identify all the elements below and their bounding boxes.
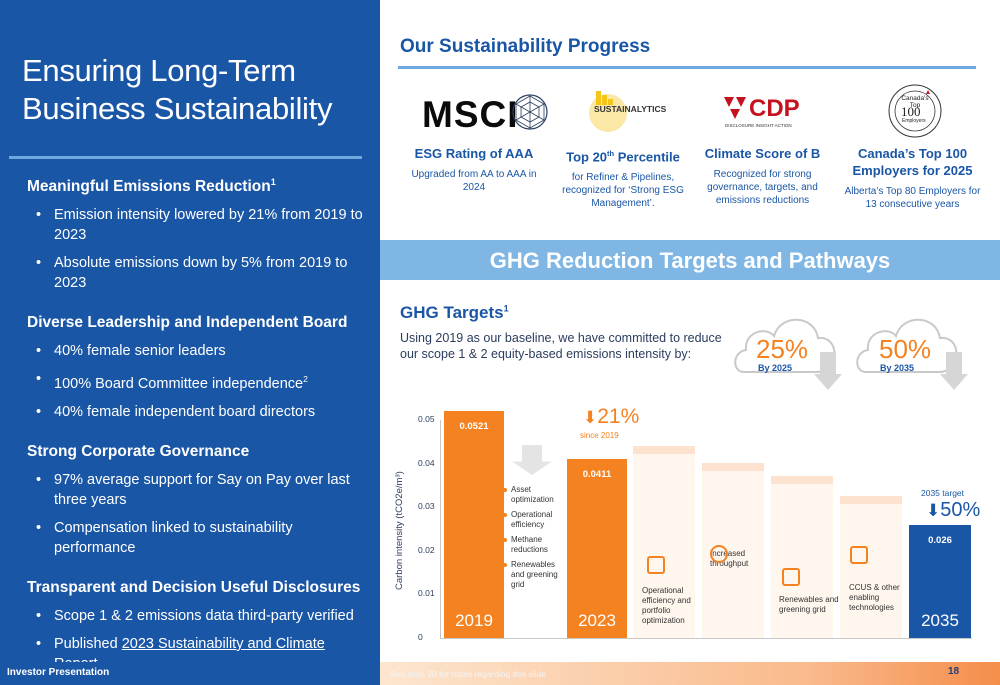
y-tick-label: 0 <box>418 632 423 642</box>
cdp-mark-icon <box>724 97 746 119</box>
sustainalytics-logo: SUSTAINALYTICS <box>588 89 668 133</box>
footer-label: Investor Presentation <box>7 667 110 678</box>
pathway-step-icon <box>850 546 868 564</box>
target-2035-pct: ⬇50% <box>926 499 981 521</box>
reduction-2023-note: since 2019 <box>580 431 619 440</box>
footer-left <box>0 662 380 685</box>
pathway-step-fill <box>771 484 833 638</box>
disclosures-bullets: Scope 1 & 2 emissions data third-party v… <box>27 606 372 674</box>
target-cloud-2025: 25% By 2025 <box>730 300 842 392</box>
bar-year-label: 2019 <box>455 611 493 630</box>
sustainalytics-mark-icon <box>589 91 627 132</box>
pathway-step-label: Renewables and greening grid <box>779 595 839 614</box>
y-tick-label: 0.01 <box>418 588 435 599</box>
x-axis-line <box>440 638 972 639</box>
bar-2019 <box>444 410 504 638</box>
bar-value-label: 0.0521 <box>459 420 489 432</box>
footer: Investor Presentation <box>0 662 1000 685</box>
pathway-step-label: CCUS & other enabling technologies <box>849 583 900 612</box>
governance-bullets: 97% average support for Say on Pay over … <box>27 470 372 558</box>
award-msci: ESG Rating of AAA Upgraded from AA to AA… <box>411 146 537 193</box>
cloud-arrow-icon <box>734 318 842 390</box>
bullet-item: 40% female independent board directors <box>27 402 372 422</box>
section-heading-emissions: Meaningful Emissions Reduction1 <box>27 177 276 196</box>
left-panel-body: Meaningful Emissions Reduction1 Emission… <box>27 172 372 685</box>
pathway-step-fill <box>633 453 695 638</box>
target-2035-label: 2035 target <box>921 488 965 498</box>
reduction-2023-pct: ⬇21% <box>583 405 640 428</box>
bar-year-label: 2023 <box>578 611 616 630</box>
cloud-arrow-icon <box>856 318 968 390</box>
bullet-item: 40% female senior leaders <box>27 341 372 361</box>
ghg-banner: GHG Reduction Targets and Pathways <box>380 240 1000 280</box>
section-heading-disclosures: Transparent and Decision Useful Disclosu… <box>27 578 361 596</box>
footer-note: See slide 20 for notes regarding this sl… <box>390 669 546 679</box>
msci-globe-icon <box>512 94 548 130</box>
bullet-item: Scope 1 & 2 emissions data third-party v… <box>27 606 372 626</box>
bullet-item: 100% Board Committee independence2 <box>27 369 372 394</box>
reduction-arrow-icon <box>512 445 552 475</box>
progress-divider <box>398 66 976 69</box>
lever-item: Renewables and greening grid <box>503 560 563 590</box>
msci-logo: MSCI <box>422 92 550 136</box>
section-heading-leadership: Diverse Leadership and Independent Board <box>27 314 348 332</box>
lever-item: Operational efficiency <box>503 510 563 530</box>
y-tick-label: 0.05 <box>418 414 435 424</box>
left-panel: Ensuring Long-Term Business Sustainabili… <box>0 0 380 672</box>
y-axis-label: Carbon intensity (tCO2e/m³) <box>394 471 405 590</box>
ghg-targets-title: GHG Targets1 <box>400 303 509 322</box>
award-sustainalytics: Top 20th Percentile for Refiner & Pipeli… <box>562 149 684 210</box>
award-top100: Canada’s Top 100 Employers for 2025 Albe… <box>844 146 981 210</box>
pathway-step-label: Operational efficiency and portfolio opt… <box>642 586 691 625</box>
section-heading-governance: Strong Corporate Governance <box>27 442 250 460</box>
bar-year-label: 2035 <box>921 611 959 630</box>
bullet-item: Compensation linked to sustainability pe… <box>27 518 372 558</box>
lever-item: Methane reductions <box>503 535 563 555</box>
bullet-item: 97% average support for Say on Pay over … <box>27 470 372 510</box>
left-panel-divider <box>9 156 362 159</box>
levers-2019-2023: Asset optimization Operational efficienc… <box>503 485 563 595</box>
progress-title: Our Sustainability Progress <box>400 36 651 57</box>
top-100-employers-seal: Canada's Top 100 Employers <box>888 84 942 138</box>
cdp-logo: CDP DISCLOSURE INSIGHT ACTION <box>722 95 806 133</box>
bar-2035 <box>909 524 971 638</box>
left-panel-title: Ensuring Long-Term Business Sustainabili… <box>22 53 333 126</box>
pathway-step-icon <box>647 556 665 574</box>
y-tick-label: 0.04 <box>418 457 435 468</box>
target-cloud-2035: 50% By 2035 <box>852 300 970 392</box>
bar-2023 <box>567 458 627 638</box>
pathway-step-fill <box>840 503 902 638</box>
y-axis-line <box>440 420 441 638</box>
leadership-bullets: 40% female senior leaders 100% Board Com… <box>27 341 372 422</box>
pathway-step <box>633 445 695 454</box>
ghg-targets-desc: Using 2019 as our baseline, we have comm… <box>400 331 722 361</box>
award-cdp: Climate Score of B Recognized for strong… <box>704 146 821 206</box>
bullet-item: Emission intensity lowered by 21% from 2… <box>27 205 372 245</box>
seal-badge-icon <box>888 84 942 138</box>
pathway-step-icon <box>710 545 728 563</box>
footer-right <box>380 662 1000 685</box>
bullet-item: Published 2023 Sustainability and Climat… <box>27 634 372 674</box>
bullet-item: Absolute emissions down by 5% from 2019 … <box>27 253 372 293</box>
page-number: 18 <box>948 666 960 677</box>
pathway-step <box>840 495 902 504</box>
lever-item: Asset optimization <box>503 485 563 505</box>
pathway-step-icon <box>782 568 800 586</box>
emissions-bullets: Emission intensity lowered by 21% from 2… <box>27 205 372 293</box>
y-tick-label: 0.03 <box>418 501 435 512</box>
pathway-step <box>771 476 833 485</box>
bar-value-label: 0.0411 <box>582 468 612 480</box>
pathway-step <box>702 463 764 472</box>
bar-value-label: 0.026 <box>928 534 952 546</box>
y-tick-label: 0.02 <box>418 544 435 555</box>
